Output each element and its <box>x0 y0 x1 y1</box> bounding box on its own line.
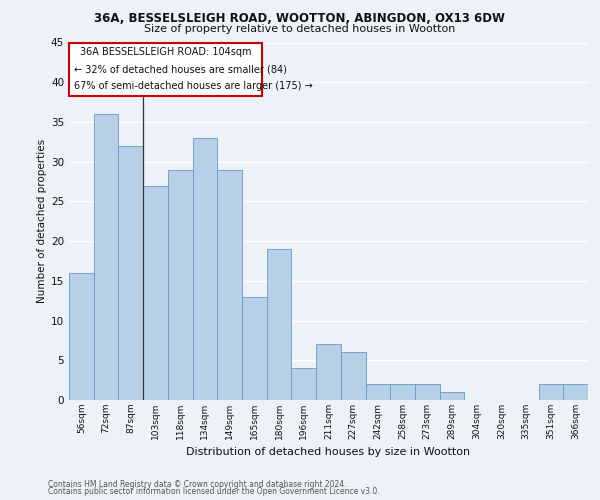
Bar <box>168 170 193 400</box>
Bar <box>292 368 316 400</box>
FancyBboxPatch shape <box>69 42 262 96</box>
Bar <box>143 186 168 400</box>
Text: 36A BESSELSLEIGH ROAD: 104sqm: 36A BESSELSLEIGH ROAD: 104sqm <box>80 47 251 57</box>
Bar <box>341 352 365 400</box>
Bar <box>539 384 563 400</box>
Bar <box>94 114 118 400</box>
X-axis label: Distribution of detached houses by size in Wootton: Distribution of detached houses by size … <box>187 448 470 458</box>
Bar <box>217 170 242 400</box>
Bar <box>69 273 94 400</box>
Text: 67% of semi-detached houses are larger (175) →: 67% of semi-detached houses are larger (… <box>74 81 313 91</box>
Text: Contains HM Land Registry data © Crown copyright and database right 2024.: Contains HM Land Registry data © Crown c… <box>48 480 347 489</box>
Bar <box>316 344 341 400</box>
Bar <box>390 384 415 400</box>
Text: Contains public sector information licensed under the Open Government Licence v3: Contains public sector information licen… <box>48 487 380 496</box>
Y-axis label: Number of detached properties: Number of detached properties <box>37 139 47 304</box>
Bar <box>193 138 217 400</box>
Text: 36A, BESSELSLEIGH ROAD, WOOTTON, ABINGDON, OX13 6DW: 36A, BESSELSLEIGH ROAD, WOOTTON, ABINGDO… <box>95 12 505 26</box>
Bar <box>267 249 292 400</box>
Bar <box>365 384 390 400</box>
Text: Size of property relative to detached houses in Wootton: Size of property relative to detached ho… <box>145 24 455 34</box>
Text: ← 32% of detached houses are smaller (84): ← 32% of detached houses are smaller (84… <box>74 64 287 74</box>
Bar <box>242 296 267 400</box>
Bar <box>118 146 143 400</box>
Bar <box>415 384 440 400</box>
Bar <box>440 392 464 400</box>
Bar <box>563 384 588 400</box>
